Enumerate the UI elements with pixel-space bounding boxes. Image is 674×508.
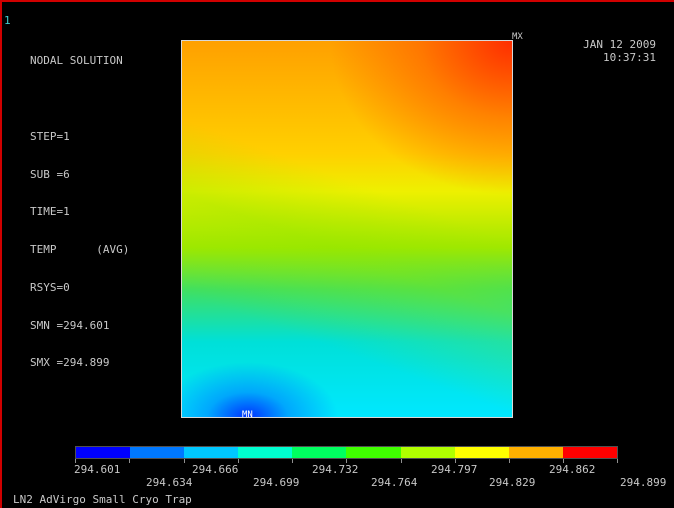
info-line: TEMP (AVG) [30, 243, 130, 257]
time-label: 10:37:31 [603, 51, 656, 64]
legend-label: 294.732 [312, 463, 359, 476]
legend-tick-mark [346, 459, 347, 463]
min-marker: MN [242, 410, 253, 420]
legend-label: 294.829 [489, 476, 536, 489]
legend-tick-mark [129, 459, 130, 463]
contour-plot-area[interactable] [181, 40, 513, 418]
legend-label: 294.899 [620, 476, 667, 489]
max-marker: MX [512, 32, 523, 42]
legend-label: 294.601 [74, 463, 121, 476]
solution-info-block: NODAL SOLUTION STEP=1 SUB =6 TIME=1 TEMP… [30, 30, 129, 395]
legend-color-segment [400, 447, 455, 458]
legend-label: 294.862 [549, 463, 596, 476]
color-legend-bar [75, 446, 618, 459]
info-line: RSYS=0 [30, 280, 70, 294]
window-border-top [0, 0, 674, 2]
legend-tick-mark [401, 459, 402, 463]
legend-tick-mark [455, 459, 456, 463]
legend-label: 294.764 [371, 476, 418, 489]
info-line [30, 93, 129, 106]
date-label: JAN 12 2009 [583, 38, 656, 51]
legend-color-segment [292, 447, 347, 458]
legend-color-segment [508, 447, 563, 458]
legend-color-segment [562, 447, 617, 458]
cold-region [182, 41, 512, 417]
model-title: LN2 AdVirgo Small Cryo Trap [13, 493, 192, 506]
legend-tick-mark [238, 459, 239, 463]
legend-label: 294.797 [431, 463, 478, 476]
legend-label: 294.634 [146, 476, 193, 489]
legend-tick-mark [617, 459, 618, 463]
legend-color-segment [346, 447, 401, 458]
info-line: NODAL SOLUTION [30, 54, 123, 68]
info-line: SMN =294.601 [30, 318, 110, 332]
window-number: 1 [4, 14, 11, 27]
info-line: SMX =294.899 [30, 356, 110, 370]
legend-color-segment [454, 447, 509, 458]
legend-tick-mark [184, 459, 185, 463]
window-border-left [0, 0, 2, 508]
info-line: SUB =6 [30, 167, 70, 181]
legend-label: 294.699 [253, 476, 300, 489]
info-line: TIME=1 [30, 205, 70, 219]
legend-color-segment [184, 447, 239, 458]
legend-tick-mark [75, 459, 76, 463]
legend-tick-mark [509, 459, 510, 463]
legend-color-segment [130, 447, 185, 458]
legend-color-segment [76, 447, 131, 458]
legend-tick-mark [563, 459, 564, 463]
info-line: STEP=1 [30, 129, 70, 143]
legend-tick-mark [292, 459, 293, 463]
legend-label: 294.666 [192, 463, 239, 476]
legend-color-segment [238, 447, 293, 458]
timestamp-block: JAN 12 2009 10:37:31 [583, 38, 656, 64]
